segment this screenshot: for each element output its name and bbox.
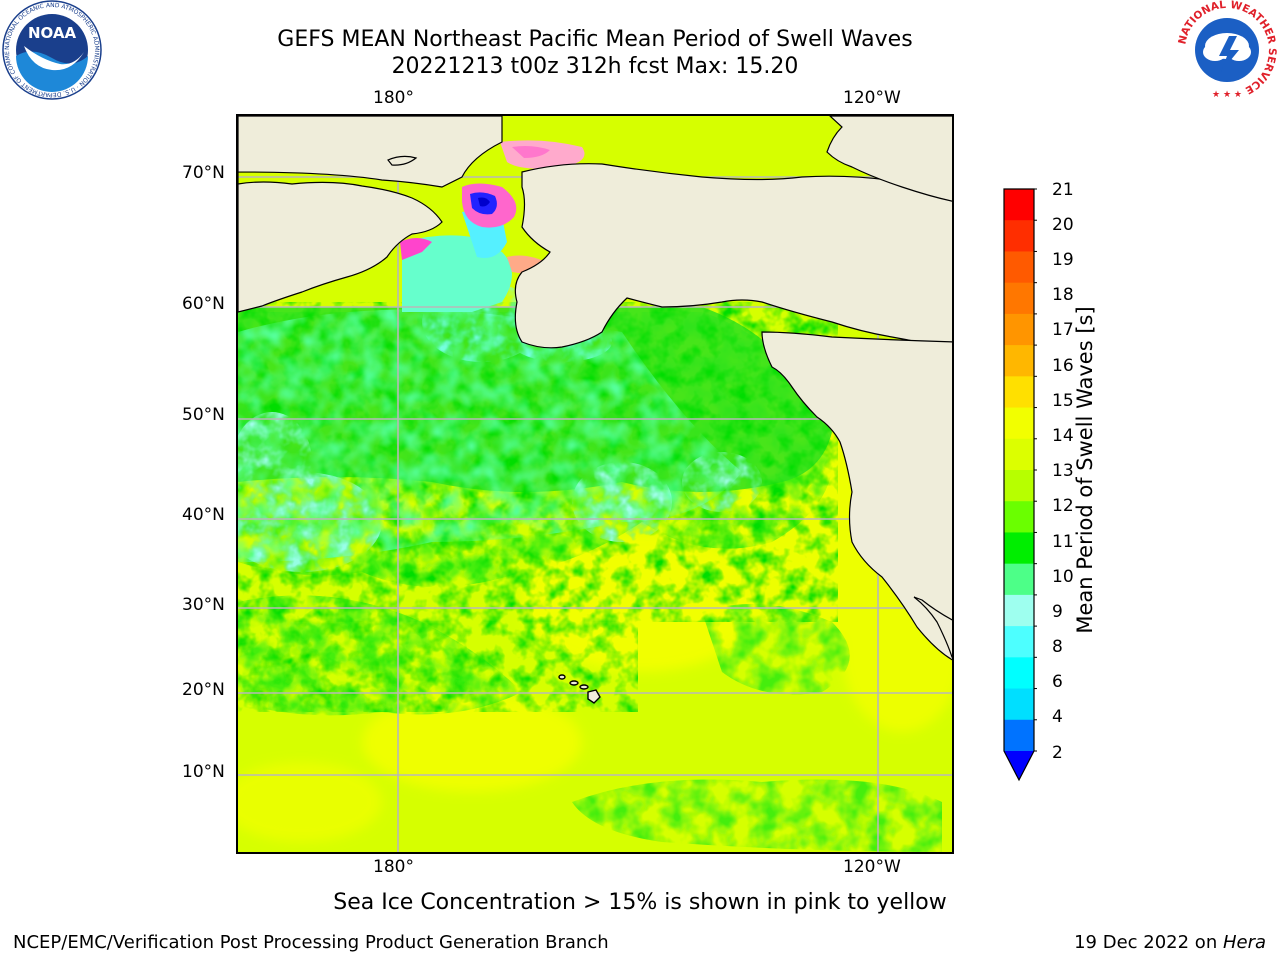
colorbar-swatch <box>1004 501 1034 533</box>
colorbar-tick: 21 <box>1052 180 1074 200</box>
colorbar-swatch <box>1004 470 1034 502</box>
colorbar-tick: 20 <box>1052 215 1074 235</box>
land-siberia <box>238 116 503 313</box>
land-hawaii <box>558 674 601 704</box>
land-canada-north <box>826 116 952 202</box>
colorbar-swatch <box>1004 563 1034 596</box>
colorbar-swatch <box>1004 438 1034 471</box>
colorbar-tick: 9 <box>1052 602 1063 622</box>
colorbar-tick: 16 <box>1052 356 1074 376</box>
colorbar-swatch <box>1004 251 1034 284</box>
lat-label-70n: 70°N <box>182 163 225 183</box>
colorbar-tick: 11 <box>1052 532 1074 552</box>
colorbar-tick: 19 <box>1052 250 1074 270</box>
colorbar-tick: 6 <box>1052 672 1063 692</box>
colorbar-swatch <box>1004 657 1034 690</box>
colorbar-swatch <box>1004 626 1034 658</box>
colorbar-extend-min <box>1004 751 1034 780</box>
colorbar-tick: 10 <box>1052 567 1074 587</box>
colorbar-swatch <box>1004 345 1034 377</box>
colorbar-tick: 14 <box>1052 426 1074 446</box>
colorbar-swatch <box>1004 594 1034 627</box>
lat-label-20n: 20°N <box>182 680 225 700</box>
top-lon-label-120w: 120°W <box>843 88 901 108</box>
lat-label-30n: 30°N <box>182 595 225 615</box>
colorbar-tick: 13 <box>1052 461 1074 481</box>
colorbar-tick: 8 <box>1052 637 1063 657</box>
colorbar-swatch <box>1004 313 1034 346</box>
colorbar-tick: 15 <box>1052 391 1074 411</box>
land-baja <box>913 596 952 658</box>
noaa-logo: NATIONAL OCEANIC AND ATMOSPHERIC ADMINIS… <box>0 0 102 100</box>
colorbar-tick: 18 <box>1052 285 1074 305</box>
sea-ice-note: Sea Ice Concentration > 15% is shown in … <box>333 890 947 915</box>
lat-label-10n: 10°N <box>182 762 225 782</box>
colorbar-swatch <box>1004 220 1034 252</box>
colorbar-swatch <box>1004 719 1034 752</box>
lat-label-50n: 50°N <box>182 405 225 425</box>
swell-period-map <box>236 114 954 854</box>
bottom-lon-label-180: 180° <box>373 857 414 877</box>
bottom-lon-label-120w: 120°W <box>843 857 901 877</box>
top-lon-label-180: 180° <box>373 88 414 108</box>
lat-label-60n: 60°N <box>182 294 225 314</box>
colorbar-swatch <box>1004 282 1034 315</box>
colorbar-swatch <box>1004 532 1034 565</box>
nws-logo: NATIONAL WEATHER SERVICE ★ ★ ★ <box>1176 0 1278 100</box>
footer-host: Hera <box>1222 932 1266 953</box>
lat-label-40n: 40°N <box>182 505 225 525</box>
colorbar-swatch <box>1004 688 1034 721</box>
colorbar-tick: 12 <box>1052 496 1074 516</box>
colorbar-tick: 17 <box>1052 320 1074 340</box>
colorbar-swatch <box>1004 376 1034 409</box>
plot-subtitle: 20221213 t00z 312h fcst Max: 15.20 <box>391 54 799 79</box>
footer-date-text: 19 Dec 2022 on <box>1074 932 1223 953</box>
colorbar-tick: 2 <box>1052 743 1063 763</box>
colorbar-label: Mean Period of Swell Waves [s] <box>1073 306 1097 634</box>
footer-credit: NCEP/EMC/Verification Post Processing Pr… <box>13 932 609 953</box>
colorbar-swatch <box>1004 407 1034 440</box>
svg-text:★ ★ ★: ★ ★ ★ <box>1212 90 1242 100</box>
land-alaska <box>514 163 952 352</box>
colorbar-swatch <box>1004 189 1034 221</box>
land-north-america-west <box>761 331 952 661</box>
colorbar-tick: 4 <box>1052 707 1063 727</box>
footer-date: 19 Dec 2022 on Hera <box>1074 932 1266 953</box>
colorbar <box>1001 188 1038 782</box>
noaa-logo-text: NOAA <box>28 24 77 42</box>
plot-title: GEFS MEAN Northeast Pacific Mean Period … <box>277 27 913 52</box>
